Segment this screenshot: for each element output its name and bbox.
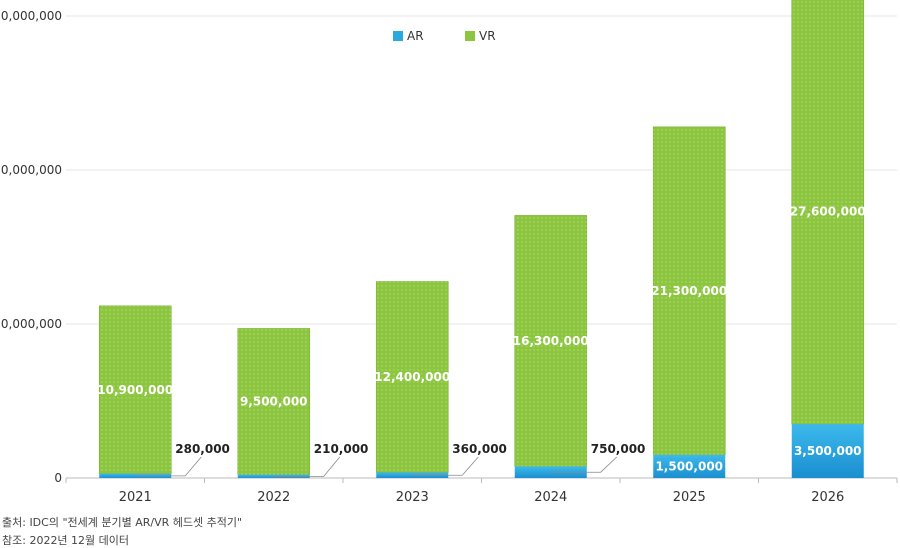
- data-label-ar: 360,000: [452, 442, 507, 456]
- bar-vr-texture: [99, 305, 172, 474]
- legend-swatch-vr: [465, 31, 475, 41]
- x-tick-label: 2023: [396, 490, 429, 505]
- y-axis: 0 10,000,000 20,000,000 30,000,000: [0, 9, 62, 485]
- y-tick-label: 0: [54, 471, 62, 485]
- data-label-vr: 21,300,000: [651, 284, 727, 298]
- leader-line: [412, 456, 479, 476]
- data-label-ar: 280,000: [175, 442, 230, 456]
- leader-line: [135, 456, 202, 477]
- data-label-vr: 16,300,000: [513, 334, 589, 348]
- bar-vr-texture: [653, 126, 726, 455]
- y-tick-label: 30,000,000: [0, 9, 62, 23]
- bar-vr-texture: [514, 215, 587, 467]
- data-label-vr: 12,400,000: [374, 370, 450, 384]
- bar-vr-texture: [237, 328, 310, 475]
- y-tick-label: 10,000,000: [0, 317, 62, 331]
- bar-ar: [653, 454, 726, 478]
- x-tick-label: 2026: [811, 490, 844, 505]
- bars: [98, 0, 865, 478]
- y-tick-label: 20,000,000: [0, 163, 62, 177]
- data-label-ar: 210,000: [314, 442, 369, 456]
- leader-line: [550, 456, 618, 473]
- source-note: 출처: IDC의 "전세계 분기별 AR/VR 헤드셋 추적기": [2, 516, 243, 529]
- x-tick-label: 2021: [119, 490, 152, 505]
- data-label-ar: 3,500,000: [794, 444, 862, 458]
- legend: AR VR: [393, 29, 496, 43]
- legend-label-vr: VR: [479, 29, 496, 43]
- x-tick-label: 2022: [257, 490, 290, 505]
- legend-swatch-ar: [393, 31, 403, 41]
- gridlines: [66, 15, 897, 479]
- bar-vr-texture: [791, 0, 864, 425]
- data-label-vr: 9,500,000: [240, 395, 308, 409]
- x-axis: 2021 2022 2023 2024 2025 2026: [65, 478, 898, 505]
- data-label-vr: 10,900,000: [97, 383, 173, 397]
- bar-ar: [791, 424, 864, 478]
- data-label-vr: 27,600,000: [790, 205, 866, 219]
- bar-vr-texture: [376, 281, 449, 473]
- data-label-ar: 750,000: [591, 442, 646, 456]
- reference-note: 참조: 2022년 12월 데이터: [2, 534, 130, 547]
- data-labels: 10,900,000 280,000 9,500,000 210,000 12,400,…: [97, 205, 866, 477]
- x-tick-label: 2024: [534, 490, 567, 505]
- x-tick-label: 2025: [673, 490, 706, 505]
- leader-line: [273, 456, 341, 477]
- legend-label-ar: AR: [407, 29, 424, 43]
- data-label-ar: 1,500,000: [655, 459, 723, 473]
- stacked-bar-chart: 0 10,000,000 20,000,000 30,000,000 2021 2022…: [0, 0, 898, 505]
